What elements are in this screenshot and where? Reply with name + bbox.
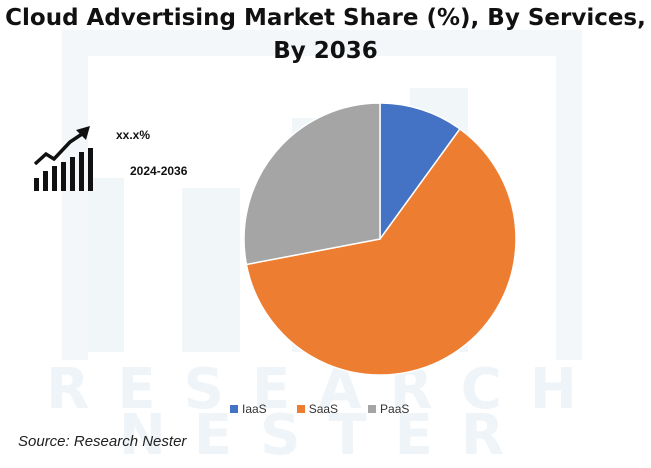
legend-swatch-saas: [296, 405, 305, 413]
chart-title-line1: Cloud Advertising Market Share (%), By S…: [5, 5, 646, 31]
watermark-frame: [62, 30, 582, 360]
legend-swatch-paas: [368, 405, 377, 413]
legend-swatch-iaas: [230, 405, 238, 413]
pie-slice-iaas: [379, 102, 461, 242]
chart-legend: IaaS SaaS PaaS: [230, 402, 409, 416]
pie-slice-paas: [243, 102, 381, 266]
legend-label-paas: PaaS: [380, 402, 410, 416]
watermark-nester: NESTER: [118, 403, 533, 468]
watermark-research: RESEARCH: [46, 357, 605, 422]
pie-slice-saas: [245, 127, 517, 376]
legend-item-paas: PaaS: [368, 402, 409, 416]
cagr-period: 2024-2036: [130, 164, 188, 178]
legend-item-iaas: IaaS: [230, 402, 267, 416]
cagr-value: xx.x%: [116, 128, 151, 142]
legend-label-iaas: IaaS: [242, 402, 267, 416]
legend-label-saas: SaaS: [308, 402, 339, 416]
chart-title: Cloud Advertising Market Share (%), By S…: [0, 2, 651, 68]
watermark-bar-2: [182, 188, 240, 352]
growth-chart-icon: [33, 126, 93, 191]
legend-item-saas: SaaS: [296, 402, 339, 416]
source-note: Source: Research Nester: [18, 433, 187, 450]
chart-title-line2: By 2036: [273, 38, 378, 64]
